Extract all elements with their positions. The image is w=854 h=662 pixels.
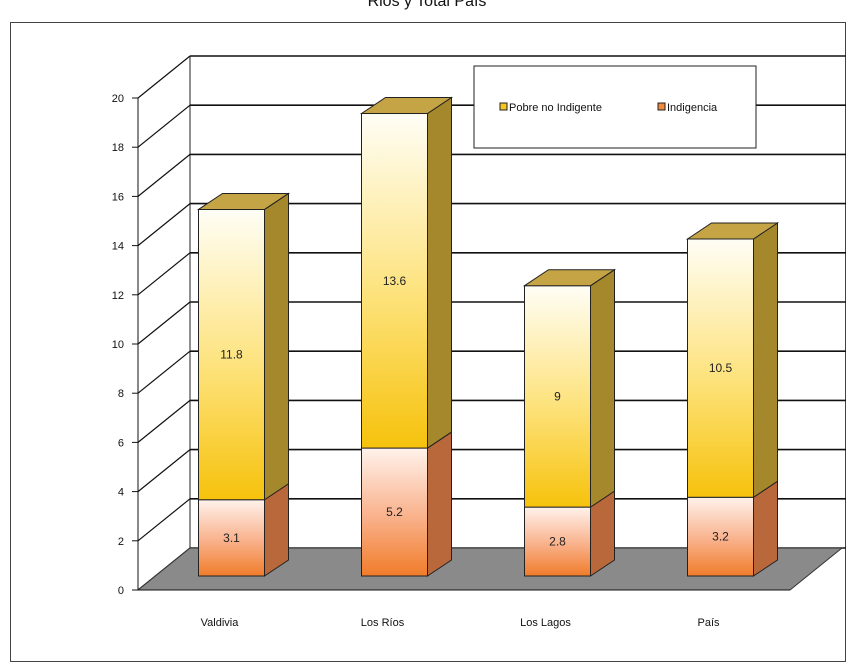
y-tick-label: 14 xyxy=(112,241,124,253)
gridline-diagonal xyxy=(137,399,191,443)
bar-side-pobre-no-indigente xyxy=(427,96,452,450)
y-tick-label: 8 xyxy=(118,388,124,400)
y-tick-label: 4 xyxy=(118,487,124,499)
gridline-diagonal xyxy=(137,252,191,296)
gridline-diagonal xyxy=(137,498,191,542)
y-tick-label: 12 xyxy=(112,290,124,302)
category-label: Los Lagos xyxy=(520,617,571,629)
gridline-diagonal xyxy=(137,203,191,247)
category-label: Los Ríos xyxy=(361,617,405,629)
bar-top-cap xyxy=(359,97,454,115)
legend: Pobre no Indigente Indigencia xyxy=(473,65,757,149)
bar-pobre-no-indigente xyxy=(687,238,754,498)
legend-swatch xyxy=(499,102,508,111)
bar-indigencia xyxy=(361,447,428,577)
gridline-diagonal xyxy=(137,350,191,394)
bar-top-cap xyxy=(522,269,617,287)
chart-title: Rios y Total País xyxy=(367,0,487,10)
data-label: 9 xyxy=(554,389,561,403)
category-label: País xyxy=(697,617,720,629)
legend-label: Pobre no Indigente xyxy=(509,102,602,114)
y-tick-label: 2 xyxy=(118,536,124,548)
bar-pobre-no-indigente xyxy=(361,113,428,449)
bar-indigencia xyxy=(524,506,591,577)
data-label: 13.6 xyxy=(383,274,407,288)
gridline-diagonal xyxy=(137,301,191,345)
data-labels: 3.1 11.8 5.2 13.6 2.8 9 3.2 10.5 xyxy=(220,274,732,549)
data-label: 11.8 xyxy=(220,348,243,362)
y-tick-label: 0 xyxy=(118,585,124,597)
data-label: 10.5 xyxy=(709,361,733,375)
bar-indigencia xyxy=(687,496,754,577)
legend-label: Indigencia xyxy=(667,102,718,114)
bar-side-indigencia xyxy=(427,431,452,577)
data-label: 5.2 xyxy=(386,505,403,519)
y-tick-label: 16 xyxy=(112,191,124,203)
y-tick-label: 18 xyxy=(112,142,124,154)
bar-pobre-no-indigente xyxy=(198,208,265,501)
y-tick-label: 20 xyxy=(112,93,124,105)
bar-pobre-no-indigente xyxy=(524,285,591,508)
bars xyxy=(196,96,780,577)
gridline-diagonal xyxy=(137,449,191,493)
category-label: Valdivia xyxy=(201,617,240,629)
bar-side-indigencia xyxy=(753,480,778,577)
data-label: 3.2 xyxy=(712,530,729,544)
bar-side-pobre-no-indigente xyxy=(590,268,615,509)
data-label: 3.1 xyxy=(223,531,240,545)
legend-box xyxy=(473,65,757,149)
bar-indigencia xyxy=(198,499,265,577)
data-label: 2.8 xyxy=(549,535,566,549)
y-tick-label: 6 xyxy=(118,437,124,449)
chart-plot: 0 2 4 6 8 10 12 14 16 18 20 3.1 11.8 5.2 13.6 2.8 9 3.2 1… xyxy=(112,55,846,629)
category-labels: Valdivia Los Ríos Los Lagos País xyxy=(201,617,720,629)
gridline-diagonal xyxy=(137,153,191,197)
y-axis: 0 2 4 6 8 10 12 14 16 18 20 xyxy=(112,93,790,597)
gridline-diagonal xyxy=(137,55,191,99)
gridline-diagonal xyxy=(137,104,191,148)
bar-top-cap xyxy=(196,192,291,210)
legend-swatch xyxy=(657,102,666,111)
y-tick-label: 10 xyxy=(112,339,124,351)
bar-side-pobre-no-indigente xyxy=(264,192,289,501)
bar-top-cap xyxy=(685,222,780,240)
bar-side-pobre-no-indigente xyxy=(753,222,778,499)
